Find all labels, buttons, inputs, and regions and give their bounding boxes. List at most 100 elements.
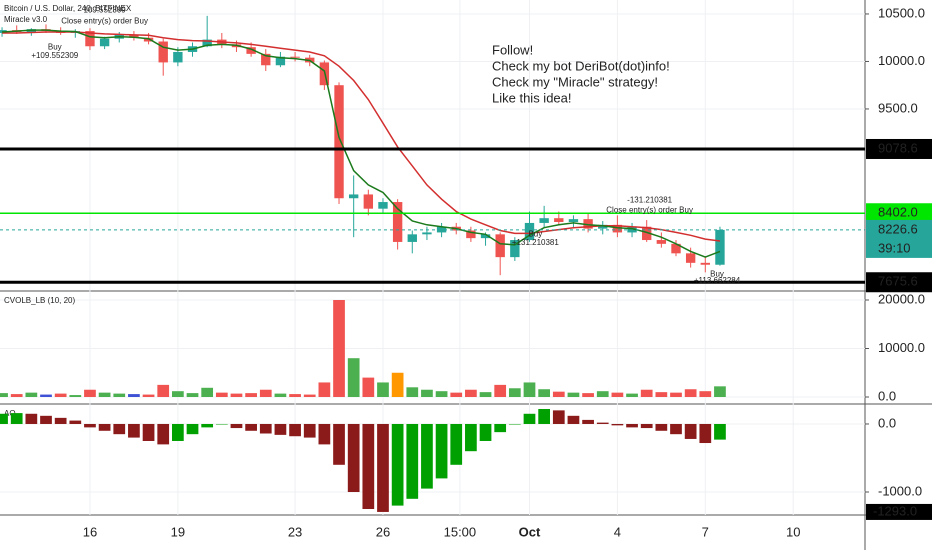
bar [230, 423, 243, 429]
bar [508, 423, 521, 425]
y-tick-label: 10000.0 [878, 340, 925, 355]
trade-annotation: 109.552309 [83, 5, 126, 14]
x-tick-label: 10 [786, 524, 800, 539]
bar [450, 423, 463, 465]
bar [655, 423, 668, 431]
bar [582, 419, 594, 424]
x-tick-label: 7 [702, 524, 709, 539]
bar [0, 413, 8, 424]
bar [626, 423, 638, 428]
bar [142, 423, 155, 441]
pane-title: Bitcoin / U.S. Dollar, 240, BITFINEX [4, 4, 132, 13]
bar [684, 389, 697, 398]
bar [172, 423, 184, 441]
bar [552, 410, 565, 424]
candle-body [275, 56, 286, 66]
idea-note: Check my "Miracle" strategy! [492, 74, 658, 89]
bar [333, 423, 345, 465]
idea-note: Check my bot DeriBot(dot)info! [492, 58, 670, 73]
candle-body [436, 226, 447, 233]
candle-body [568, 219, 579, 222]
candle-body [466, 230, 476, 239]
bar [215, 392, 228, 398]
price-label: 8402.0 [878, 205, 918, 220]
bar [40, 415, 52, 424]
bar [69, 420, 82, 424]
bar [655, 392, 668, 398]
bar [714, 386, 726, 398]
candle-body [158, 41, 168, 63]
x-tick-label: 19 [171, 524, 185, 539]
pane-subtitle: Miracle v3.0 [4, 15, 48, 24]
price-label: 7675.6 [878, 274, 918, 289]
bar [640, 423, 653, 429]
candle-body [85, 31, 95, 47]
candle-body [290, 56, 300, 58]
bar [362, 423, 375, 510]
trade-annotation: -131.210381 [627, 195, 672, 204]
bar [172, 391, 184, 398]
bar [259, 389, 272, 398]
bar [10, 413, 23, 424]
bar [582, 393, 594, 398]
x-tick-label: 15:00 [444, 524, 477, 539]
bar [0, 393, 8, 398]
bar [670, 423, 682, 435]
bar [406, 423, 419, 499]
bar [128, 394, 140, 398]
countdown-label: 39:10 [878, 240, 911, 255]
bar [435, 391, 448, 398]
min-label-box [866, 503, 932, 520]
moving-average-line [2, 29, 721, 258]
bar [596, 422, 609, 424]
bar [465, 389, 477, 398]
bar [479, 423, 492, 441]
bar [538, 409, 551, 424]
bar [391, 423, 404, 506]
bar [670, 392, 682, 398]
bar [10, 394, 23, 398]
candle-body [656, 240, 667, 244]
candle-body [524, 222, 535, 241]
x-tick-label: 23 [288, 524, 302, 539]
bar [347, 423, 360, 493]
y-tick-label: 0.0 [878, 388, 896, 403]
candle-body [539, 218, 549, 223]
candle-body [495, 234, 505, 258]
bar [508, 388, 521, 398]
price-label-box [866, 138, 932, 159]
y-tick-label: 20000.0 [878, 291, 925, 306]
y-tick-label: 9500.0 [878, 100, 918, 115]
bar [54, 393, 67, 398]
bar [274, 423, 287, 435]
candle-body [612, 224, 623, 233]
candle-body [143, 37, 154, 42]
bar [450, 392, 463, 398]
bar [596, 391, 609, 398]
candle-body [378, 202, 388, 209]
last-price-label: 8226.6 [878, 221, 918, 236]
bar [362, 377, 375, 398]
bar [25, 413, 38, 424]
bar [538, 389, 551, 398]
bar [98, 423, 111, 431]
candle-body [173, 51, 183, 63]
bar [406, 387, 419, 398]
candle-body [363, 194, 374, 209]
candle-body [202, 39, 212, 47]
bar [98, 392, 111, 398]
y-tick-label: 0.0 [878, 415, 896, 430]
price-label-box [866, 203, 932, 224]
bar [40, 394, 52, 398]
bar [201, 423, 214, 428]
bar [186, 423, 199, 435]
x-tick-label: 16 [83, 524, 97, 539]
candle-body [129, 34, 139, 38]
bar [186, 393, 199, 398]
bar [377, 423, 389, 512]
bar [640, 389, 653, 398]
bar [201, 387, 214, 398]
bar [84, 389, 96, 398]
y-tick-label: -1000.0 [878, 483, 922, 498]
